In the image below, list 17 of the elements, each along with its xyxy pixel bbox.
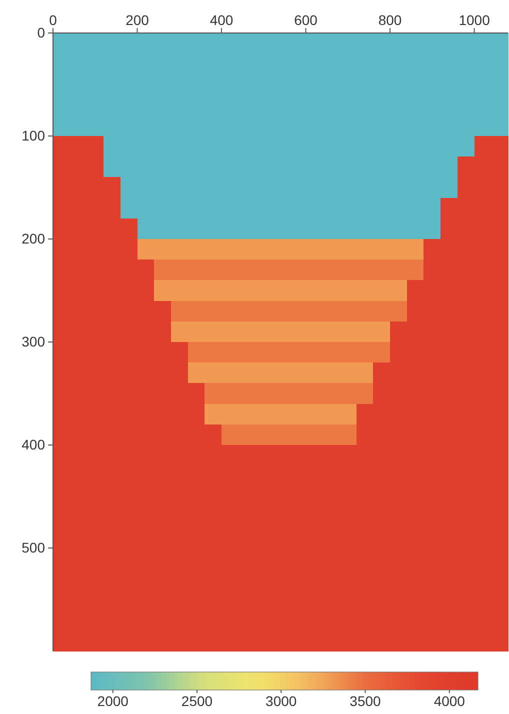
x-tick-label: 800	[378, 12, 402, 28]
y-tick-label: 100	[22, 127, 46, 144]
y-tick-label: 300	[22, 333, 46, 350]
x-tick-label: 600	[294, 12, 318, 28]
color-bar-label: 2500	[181, 692, 213, 709]
x-tick-label: 0	[49, 12, 58, 28]
y-tick-label: 200	[22, 230, 46, 246]
x-tick-label: 400	[210, 12, 234, 28]
color-bar-label: 4000	[434, 692, 466, 709]
y-tick-label: 400	[22, 436, 46, 452]
y-tick-label: 500	[22, 539, 46, 556]
color-bar-label: 3500	[350, 692, 382, 709]
color-bar-label: 2000	[97, 692, 129, 709]
x-tick-label: 200	[126, 12, 150, 28]
y-tick-label: 0	[37, 24, 46, 40]
x-tick-label: 1000	[458, 12, 490, 28]
color-bar-label: 3000	[266, 692, 297, 709]
